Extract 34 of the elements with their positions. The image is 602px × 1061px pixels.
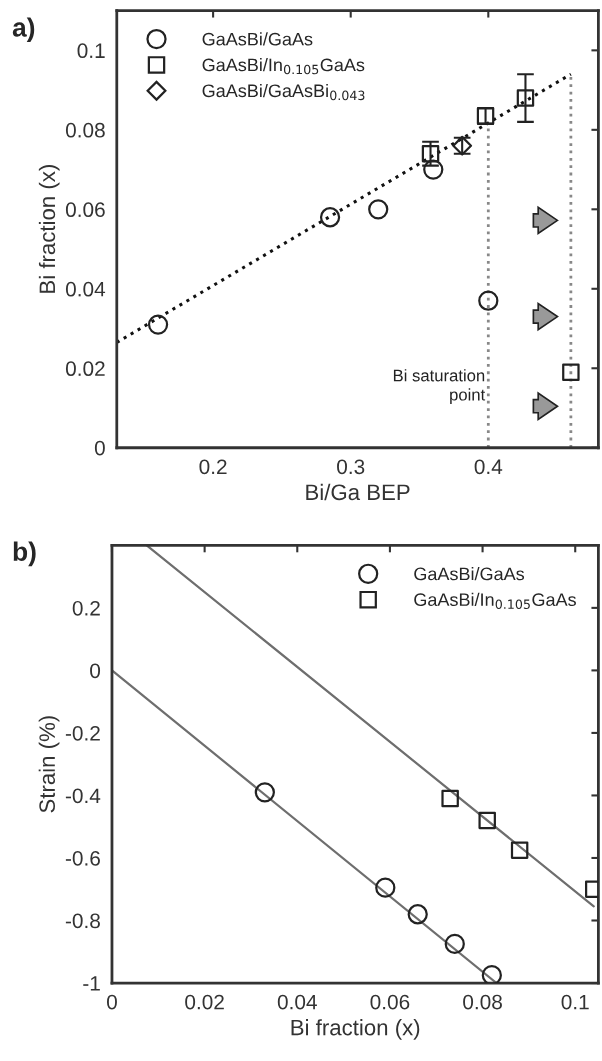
- y-tick-label: 0.1: [77, 43, 105, 59]
- x-axis-title: Bi fraction (x): [291, 1019, 420, 1040]
- legend-label: GaAsBi/GaAs: [202, 32, 313, 46]
- y-tick-label: -0.2: [65, 725, 100, 741]
- legend-label: GaAsBi/In$_{0.105}$GaAs: [414, 592, 576, 610]
- x-tick-label: 0.4: [474, 459, 503, 475]
- y-tick-label: 0.04: [65, 281, 106, 297]
- chart-title: a): [12, 17, 35, 43]
- x-tick-label: 0.1: [561, 994, 589, 1010]
- y-tick-label: 0.08: [65, 122, 105, 138]
- y-tick-label: 0.2: [72, 600, 100, 616]
- y-tick-label: 0: [94, 440, 105, 456]
- y-tick-label: 0.02: [65, 361, 105, 377]
- x-tick-label: 0.04: [277, 994, 317, 1010]
- annotation: Bi saturation point: [393, 369, 486, 404]
- y-tick-label: -1: [83, 976, 100, 991]
- x-tick-label: 0: [106, 994, 117, 1010]
- x-tick-label: 0.06: [370, 994, 410, 1010]
- x-tick-label: 0.2: [199, 459, 227, 475]
- legend-label: GaAsBi/In$_{0.105}$GaAs: [202, 58, 365, 75]
- y-axis-title: Strain (%): [38, 716, 60, 813]
- y-tick-label: -0.6: [65, 850, 100, 866]
- chart-title: b): [13, 541, 36, 567]
- legend-label: GaAsBi/GaAs: [414, 567, 525, 581]
- legend-label: GaAsBi/GaAsBi$_{0.043}$: [202, 83, 365, 101]
- y-tick-label: 0: [90, 663, 101, 679]
- x-axis-title: Bi/Ga BEP: [306, 483, 410, 501]
- y-axis-title: Bi fraction (x): [38, 165, 60, 293]
- x-tick-label: 0.3: [337, 459, 365, 475]
- x-tick-label: 0.02: [185, 994, 224, 1010]
- y-tick-label: -0.4: [65, 788, 101, 804]
- y-tick-label: -0.8: [65, 913, 100, 929]
- y-tick-label: 0.06: [65, 202, 105, 218]
- x-tick-label: 0.08: [463, 994, 502, 1010]
